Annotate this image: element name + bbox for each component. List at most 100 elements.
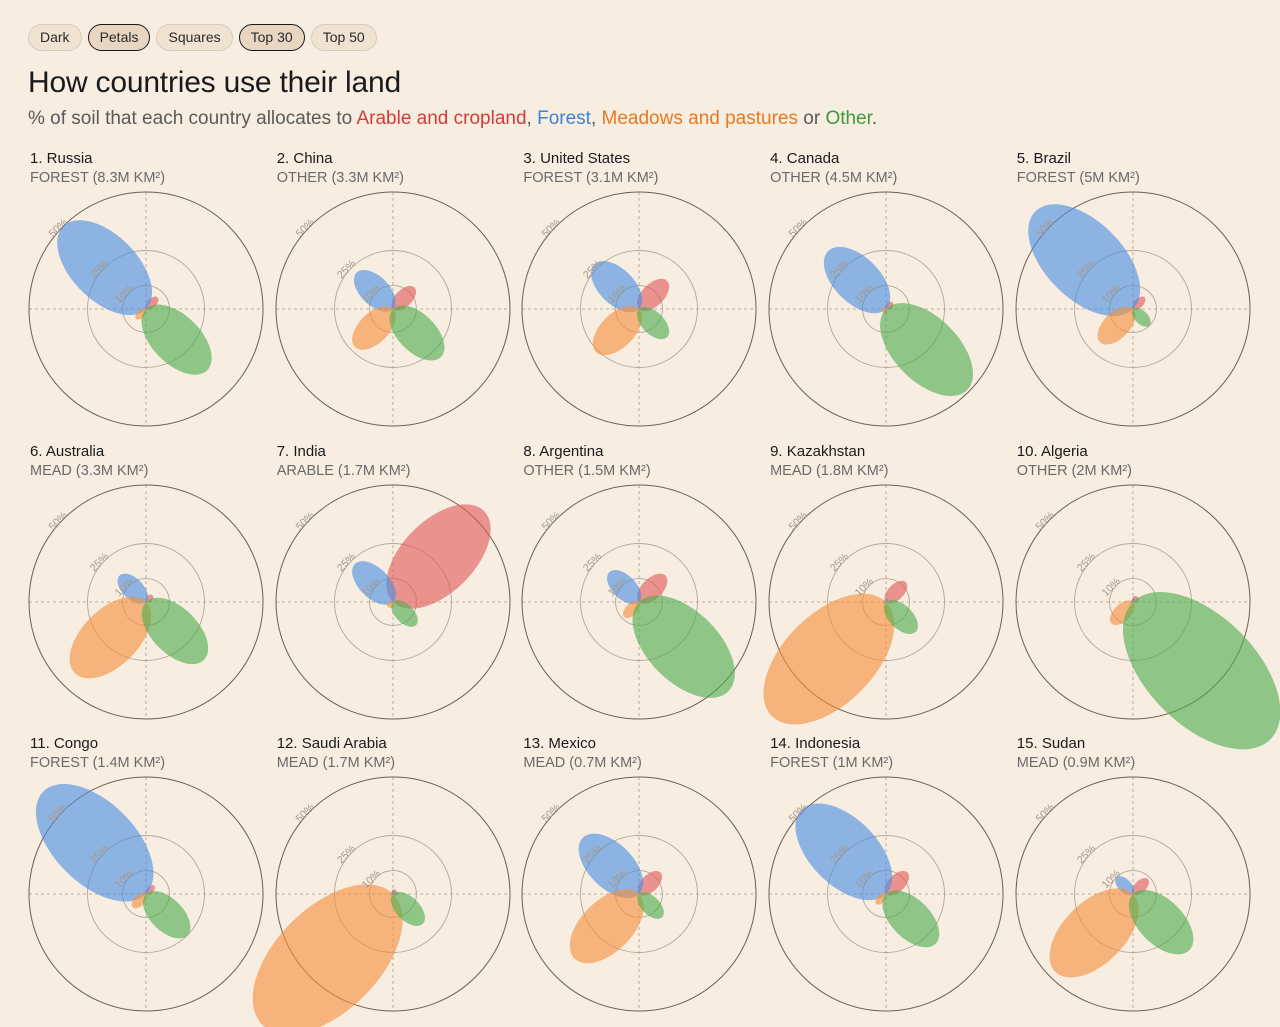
ring-label-25: 25% — [581, 550, 604, 573]
petal-arable[interactable] — [143, 294, 161, 312]
petal-forest[interactable] — [40, 203, 169, 332]
country-name: 12. Saudi Arabia — [276, 735, 387, 752]
petal-arable[interactable] — [632, 568, 673, 609]
ring-25 — [827, 542, 946, 661]
petal-mead[interactable] — [740, 570, 918, 748]
petal-other[interactable] — [1128, 304, 1154, 330]
ring-50 — [768, 191, 1004, 427]
petal-other[interactable] — [1094, 563, 1280, 777]
ring-50 — [275, 191, 511, 427]
ring-label-25: 25% — [88, 550, 111, 573]
petal-chart-svg: 10%25%50% — [252, 776, 511, 1027]
petal-other[interactable] — [129, 292, 225, 388]
country-chart: 10% 25% 50% 3. United States FOREST (3.1M KM… — [521, 150, 768, 442]
petal-chart-svg: 10%25%50% — [521, 191, 757, 427]
petal-other[interactable] — [386, 595, 422, 631]
ring-label-25: 25% — [1075, 843, 1098, 866]
ring-50 — [28, 191, 264, 427]
petal-forest[interactable] — [112, 568, 153, 609]
ring-10 — [615, 285, 664, 333]
country-chart: 10% 25% 50% 2. China OTHER (3.3M KM²) — [275, 150, 522, 442]
country-main-use: FOREST (1.4M KM²) — [30, 755, 166, 771]
ring-25 — [827, 250, 946, 368]
country-chart: 10% 25% 50% 12. Saudi Arabia MEAD (1.7M KM²) — [252, 735, 522, 1027]
ring-25 — [580, 542, 699, 661]
country-chart: 10% 25% 50% 13. Mexico MEAD (0.7M KM²) — [521, 735, 768, 1027]
ring-label-50: 50% — [540, 509, 563, 532]
country-main-use: ARABLE (1.7M KM²) — [276, 462, 411, 479]
petal-arable[interactable] — [387, 281, 421, 315]
country-chart: 10% 25% 50% 6. Australia MEAD (3.3M KM²) — [28, 443, 275, 735]
petal-arable[interactable] — [1130, 294, 1148, 312]
toolbar-button-top-50[interactable]: Top 50 — [310, 24, 377, 51]
page-subtitle: % of soil that each country allocates to… — [28, 108, 877, 130]
subtitle-sep-3: or — [797, 108, 826, 129]
petal-mead[interactable] — [344, 298, 403, 357]
subtitle-sep-1: , — [526, 108, 538, 129]
petal-mead[interactable] — [584, 297, 651, 364]
legend-arable: Arable and cropland — [356, 108, 527, 129]
petal-chart-svg: 10%25%50% — [1015, 191, 1251, 427]
petal-arable[interactable] — [367, 485, 509, 627]
country-chart: 10% 25% 50% 14. Indonesia FOREST (1M KM²) — [768, 735, 1015, 1027]
petal-chart-grid: 10% 25% 50% 1. Russia FOREST (8.3M KM²) 10% 25… — [28, 150, 1280, 1027]
petal-chart-svg: 10%25%50% — [1015, 776, 1251, 1012]
country-main-use: FOREST (5M KM²) — [1016, 170, 1140, 186]
country-main-use: FOREST (1M KM²) — [770, 755, 894, 771]
petal-arable[interactable] — [632, 273, 676, 317]
petal-forest[interactable] — [1008, 184, 1160, 336]
ring-50 — [28, 484, 264, 719]
country-main-use: MEAD (1.7M KM²) — [276, 755, 396, 771]
petal-other[interactable] — [878, 593, 924, 639]
ring-50 — [521, 484, 757, 719]
petal-arable[interactable] — [881, 576, 912, 607]
petal-other[interactable] — [632, 301, 676, 345]
ring-label-25: 25% — [828, 550, 851, 573]
country-main-use: FOREST (3.1M KM²) — [523, 170, 659, 186]
ring-25 — [1073, 250, 1192, 368]
country-chart: 10% 25% 50% 8. Argentina OTHER (1.5M KM²) — [521, 443, 768, 735]
petal-mead[interactable] — [620, 597, 643, 620]
ring-label-25: 25% — [1075, 550, 1098, 573]
petal-mead[interactable] — [55, 582, 166, 693]
ring-25 — [333, 542, 452, 661]
ring-label-50: 50% — [787, 509, 810, 532]
country-name: 4. Canada — [770, 150, 840, 167]
ring-25 — [87, 250, 205, 368]
petal-forest[interactable] — [344, 553, 403, 612]
country-name: 1. Russia — [30, 150, 93, 167]
toolbar-button-top-30[interactable]: Top 30 — [238, 24, 305, 51]
ring-label-50: 50% — [540, 216, 563, 239]
petal-chart-svg: 10%25%50% — [28, 191, 264, 427]
ring-25 — [87, 542, 205, 661]
petal-other[interactable] — [614, 576, 753, 715]
petal-chart-svg: 10%25%50% — [521, 776, 757, 1012]
country-name: 15. Sudan — [1016, 735, 1086, 752]
petal-chart-svg: 10%25%50% — [275, 484, 511, 719]
ring-label-50: 50% — [787, 216, 810, 239]
petal-forest[interactable] — [812, 235, 902, 325]
ring-label-10: 10% — [1099, 575, 1122, 598]
petal-other[interactable] — [379, 296, 454, 371]
petal-other[interactable] — [130, 585, 220, 675]
toolbar-button-squares[interactable]: Squares — [156, 24, 233, 51]
toolbar-button-petals[interactable]: Petals — [87, 24, 151, 51]
ring-label-50: 50% — [1033, 801, 1056, 824]
country-name: 3. United States — [523, 150, 631, 167]
ring-label-50: 50% — [46, 509, 69, 532]
petal-forest[interactable] — [601, 563, 647, 609]
subtitle-end: . — [871, 108, 878, 129]
petal-mead[interactable] — [1105, 595, 1139, 629]
petal-chart-svg: 10%25%50% — [763, 484, 1004, 725]
country-name: 9. Kazakhstan — [770, 442, 866, 460]
country-main-use: MEAD (1.8M KM²) — [770, 462, 889, 479]
petal-mead[interactable] — [1090, 300, 1142, 352]
petal-mead[interactable] — [133, 306, 148, 321]
toolbar-button-dark[interactable]: Dark — [28, 24, 82, 51]
country-name: 13. Mexico — [523, 735, 596, 752]
petal-forest[interactable] — [582, 252, 652, 322]
subtitle-prefix: % of soil that each country allocates to — [28, 108, 357, 129]
petal-chart-svg: 10%25%50% — [768, 191, 1004, 427]
petal-other[interactable] — [863, 286, 989, 412]
petal-forest[interactable] — [346, 262, 403, 319]
